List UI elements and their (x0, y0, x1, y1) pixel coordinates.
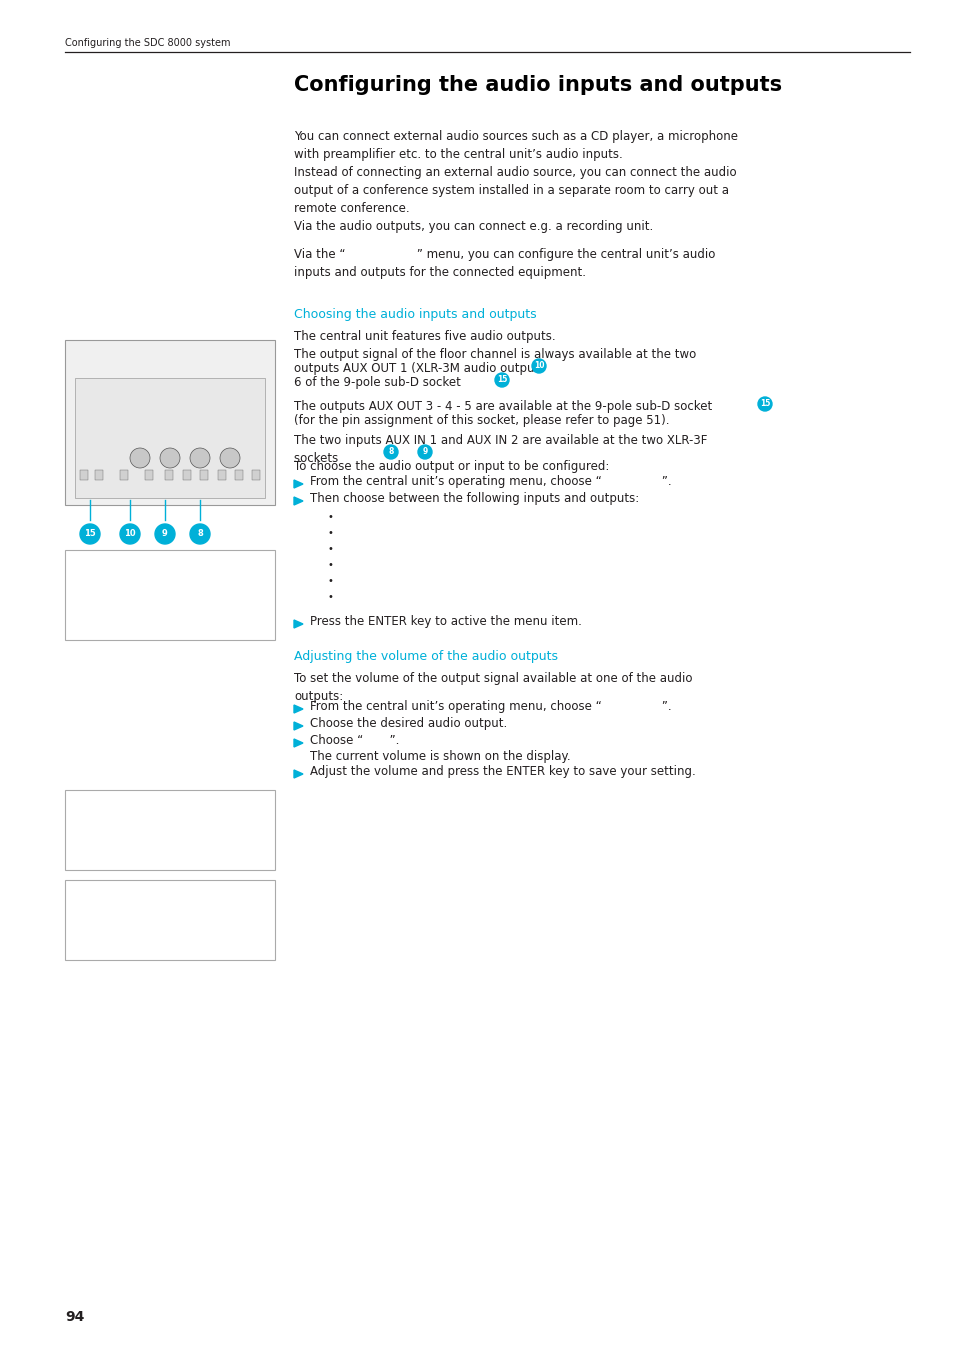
Text: The outputs AUX OUT 3 - 4 - 5 are available at the 9-pole sub-D socket: The outputs AUX OUT 3 - 4 - 5 are availa… (294, 400, 716, 413)
Polygon shape (294, 480, 303, 488)
Bar (65, 880, 274, 961)
Text: Configuring the audio inputs and outputs: Configuring the audio inputs and outputs (294, 76, 781, 95)
Polygon shape (294, 770, 303, 778)
Bar (95, 470, 103, 480)
Text: To choose the audio output or input to be configured:: To choose the audio output or input to b… (294, 459, 609, 473)
Circle shape (130, 449, 150, 467)
Polygon shape (294, 721, 303, 730)
Text: Adjust the volume and press the ENTER key to save your setting.: Adjust the volume and press the ENTER ke… (310, 765, 695, 778)
Bar (145, 470, 152, 480)
Bar (165, 470, 172, 480)
Text: 10: 10 (124, 530, 135, 539)
Text: The central unit features five audio outputs.: The central unit features five audio out… (294, 330, 555, 343)
Text: •: • (328, 528, 334, 538)
Text: 6 of the 9-pole sub-D socket: 6 of the 9-pole sub-D socket (294, 376, 464, 389)
Text: From the central unit’s operating menu, choose “                ”.: From the central unit’s operating menu, … (310, 476, 671, 488)
Circle shape (190, 449, 210, 467)
Text: You can connect external audio sources such as a CD player, a microphone
with pr: You can connect external audio sources s… (294, 130, 738, 232)
Text: •: • (328, 512, 334, 521)
Circle shape (758, 397, 771, 411)
Bar (65, 550, 274, 640)
Text: 10: 10 (533, 362, 543, 370)
Bar (252, 470, 260, 480)
Text: •: • (328, 544, 334, 554)
Circle shape (384, 444, 397, 459)
Text: •: • (328, 592, 334, 603)
Text: (for the pin assignment of this socket, please refer to page 51).: (for the pin assignment of this socket, … (294, 413, 669, 427)
Text: Then choose between the following inputs and outputs:: Then choose between the following inputs… (310, 492, 639, 505)
Bar (80, 470, 88, 480)
Circle shape (154, 524, 174, 544)
Text: Adjusting the volume of the audio outputs: Adjusting the volume of the audio output… (294, 650, 558, 663)
Text: The current volume is shown on the display.: The current volume is shown on the displ… (310, 750, 570, 763)
Bar (218, 470, 226, 480)
Polygon shape (294, 705, 303, 713)
Text: 8: 8 (388, 447, 394, 457)
Bar (65, 790, 274, 870)
Text: Via the “                   ” menu, you can configure the central unit’s audio
i: Via the “ ” menu, you can configure the … (294, 249, 715, 280)
Text: Choose “       ”.: Choose “ ”. (310, 734, 399, 747)
Bar (120, 470, 128, 480)
Text: Configuring the SDC 8000 system: Configuring the SDC 8000 system (65, 38, 231, 49)
Text: 8: 8 (197, 530, 203, 539)
Text: 9: 9 (422, 447, 427, 457)
Circle shape (417, 444, 432, 459)
Text: The output signal of the floor channel is always available at the two: The output signal of the floor channel i… (294, 349, 696, 361)
Circle shape (160, 449, 180, 467)
Bar (200, 470, 208, 480)
Circle shape (120, 524, 140, 544)
Text: 94: 94 (65, 1310, 84, 1324)
Bar (234, 470, 243, 480)
Text: outputs AUX OUT 1 (XLR-3M audio output: outputs AUX OUT 1 (XLR-3M audio output (294, 362, 542, 376)
Circle shape (80, 524, 100, 544)
Circle shape (190, 524, 210, 544)
Bar (65, 340, 274, 505)
Text: From the central unit’s operating menu, choose “                ”.: From the central unit’s operating menu, … (310, 700, 671, 713)
Text: •: • (328, 561, 334, 570)
Bar (183, 470, 191, 480)
Text: The two inputs AUX IN 1 and AUX IN 2 are available at the two XLR-3F
sockets: The two inputs AUX IN 1 and AUX IN 2 are… (294, 434, 706, 465)
Circle shape (532, 359, 545, 373)
Bar (75, 378, 265, 499)
Polygon shape (294, 497, 303, 505)
Text: 15: 15 (84, 530, 95, 539)
Text: 9: 9 (162, 530, 168, 539)
Polygon shape (294, 739, 303, 747)
Text: 15: 15 (497, 376, 507, 385)
Text: To set the volume of the output signal available at one of the audio
outputs:: To set the volume of the output signal a… (294, 671, 692, 703)
Text: Choose the desired audio output.: Choose the desired audio output. (310, 717, 507, 730)
Text: •: • (328, 576, 334, 586)
Polygon shape (294, 620, 303, 628)
Text: Press the ENTER key to active the menu item.: Press the ENTER key to active the menu i… (310, 615, 581, 628)
Circle shape (495, 373, 509, 386)
Text: Choosing the audio inputs and outputs: Choosing the audio inputs and outputs (294, 308, 536, 322)
Circle shape (220, 449, 240, 467)
Text: 15: 15 (759, 400, 769, 408)
